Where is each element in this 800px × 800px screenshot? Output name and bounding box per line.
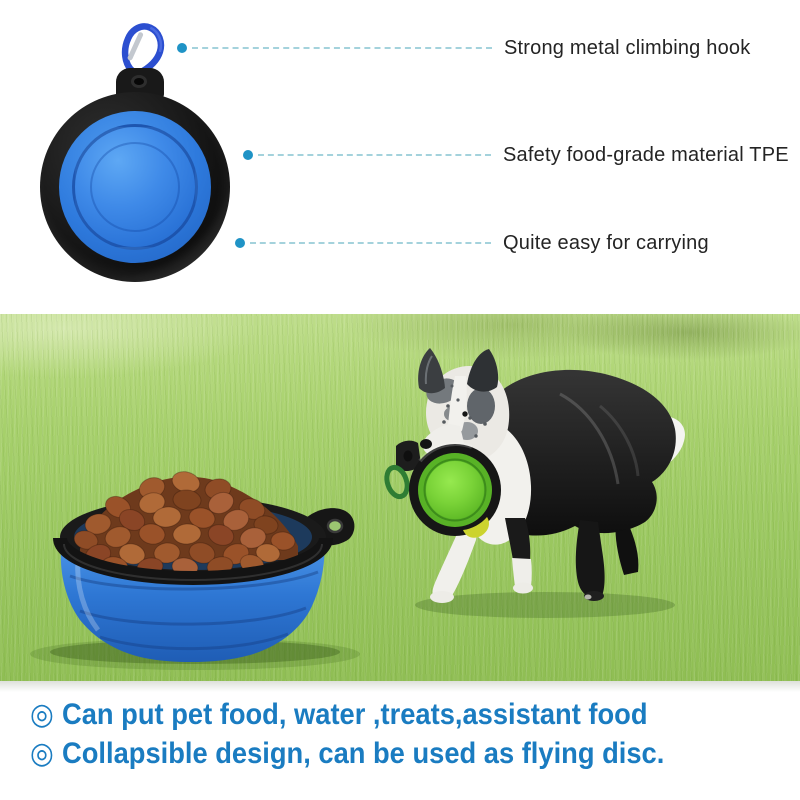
yellow-accent [463,517,489,538]
bowl-blue-wall [59,111,211,263]
bowl-inner-face [72,124,198,250]
bullseye-bullet-icon: ◎ [30,698,54,731]
border-collie-dog [384,348,685,618]
blue-collapsible-bowl-product [40,22,232,286]
dog-eye [462,411,468,417]
bullseye-bullet-icon: ◎ [30,737,54,770]
callout-dash-line [192,47,492,49]
callout-dot [243,150,253,160]
dog-shadow [415,592,675,618]
feature-item: ◎ Can put pet food, water ,treats,assist… [30,695,664,734]
tab-hole [326,518,344,534]
dog-hind-leg [575,520,605,597]
feature-list: ◎ Can put pet food, water ,treats,assist… [30,695,727,773]
callout-food-grade-material: Safety food-grade material TPE [243,144,789,166]
green-carabiner [384,464,410,500]
dog-right-ear [467,349,499,392]
callout-label: Safety food-grade material TPE [503,143,789,166]
dog-left-ear [418,348,445,394]
blue-bowl-with-food [30,471,360,670]
callout-dash-line [250,242,491,244]
callout-easy-carrying: Quite easy for carrying [235,232,709,254]
lifestyle-photo-grass [0,314,800,681]
photo-bottom-shadow [0,681,800,692]
photo-scene [30,348,685,670]
callout-strong-metal-hook: Strong metal climbing hook [177,37,750,59]
hang-tab-hole [131,75,147,88]
dog-head [418,348,510,463]
callout-dash-line [258,154,491,156]
callout-label: Quite easy for carrying [503,231,709,254]
bowl-front-rim [53,537,333,585]
callout-label: Strong metal climbing hook [504,36,751,59]
callout-dot [235,238,245,248]
green-collapsible-bowl [384,440,501,538]
dog-nose [420,439,432,449]
bowl-black-rim [40,92,230,282]
carabiner-clip-icon [121,23,165,77]
feature-text: Can put pet food, water ,treats,assistan… [62,698,648,731]
callout-dot [177,43,187,53]
dog-food-kibble [73,471,298,577]
feature-text: Collapsible design, can be used as flyin… [62,737,665,770]
feature-item: ◎ Collapsible design, can be used as fly… [30,734,664,773]
product-callout-section: Strong metal climbing hook Safety food-g… [0,0,800,314]
